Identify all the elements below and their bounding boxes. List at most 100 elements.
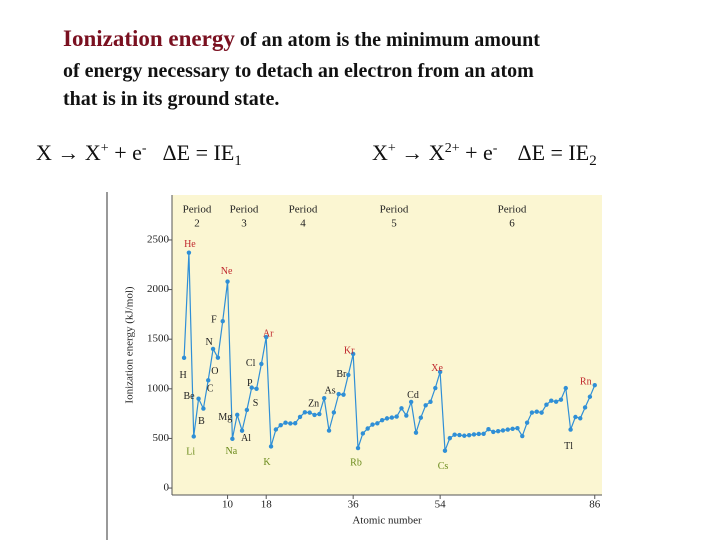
data-point [346,372,351,378]
data-point [433,385,438,391]
data-point [582,405,588,410]
period-label: Period [380,204,409,216]
data-point [360,431,366,436]
data-point [418,415,424,420]
data-point [476,431,481,437]
data-point [370,422,375,427]
data-point [331,410,337,415]
data-point [520,433,525,439]
data-point [186,250,192,255]
y-tick-label: 0 [164,482,170,494]
data-point [408,399,414,405]
data-point [491,429,496,435]
data-point [524,420,530,425]
data-point [230,436,235,442]
data-point [293,421,298,426]
point-label: O [211,366,218,377]
data-point [428,399,433,405]
definition-line: of energy necessary to detach an electro… [63,60,534,82]
data-point [394,414,399,419]
data-point [568,427,573,432]
period-number: 4 [300,218,306,230]
data-point [384,416,390,421]
point-label: Al [241,433,251,444]
data-point [471,432,477,437]
data-point [317,411,322,417]
point-label: Na [226,446,238,457]
period-label: Period [230,204,259,216]
point-label: Cs [438,461,449,472]
data-point [239,428,245,433]
eq-part: ΔE = IE [517,140,590,165]
data-point [336,391,341,397]
point-label: Be [183,391,195,402]
data-point [515,426,520,431]
eq-part: ΔE = IE [162,140,235,165]
eq-sup: - [141,141,147,156]
point-label: Br [336,369,347,380]
data-point [495,428,501,434]
data-point [326,428,332,433]
x-tick-label: 18 [261,499,273,511]
data-point [587,394,593,399]
data-point [210,346,216,352]
data-point [283,420,288,425]
period-number: 2 [194,218,200,230]
data-point [297,414,303,420]
data-point [235,412,240,418]
point-label: Cd [407,390,419,401]
data-point [302,410,308,415]
y-tick-label: 2000 [147,283,170,295]
data-point [553,399,559,404]
eq-part: X → X [36,140,101,165]
point-label: As [325,385,336,396]
data-point [389,415,395,420]
data-point [510,426,515,432]
y-tick-label: 1500 [147,333,170,345]
data-point [529,410,535,415]
period-label: Period [289,204,318,216]
data-point [573,414,578,420]
data-point [399,406,404,411]
eq-sub: 1 [234,153,242,169]
data-point [413,430,419,435]
eq-sub: 2 [589,153,597,169]
period-number: 6 [509,218,515,230]
period-label: Period [498,204,527,216]
point-label: Li [186,447,195,458]
point-label: P [247,378,253,389]
data-point [447,435,453,441]
data-point [355,445,361,451]
data-point [225,279,230,284]
data-point [592,382,597,388]
point-label: Ar [263,328,274,339]
data-point [466,432,472,438]
point-label: N [205,337,212,348]
data-point [273,427,279,432]
point-label: Cl [246,358,256,369]
text: of an atom is the minimum amount [239,29,540,51]
eq-part: X [372,140,388,165]
data-point [288,421,293,426]
data-point [220,319,225,324]
data-point [196,396,201,401]
data-point [215,355,221,360]
y-tick-label: 2500 [147,233,170,245]
point-label: K [263,457,271,468]
x-tick-label: 10 [222,499,234,511]
point-label: Xe [431,363,443,374]
point-label: B [198,416,205,427]
point-label: Ne [221,266,233,277]
term: Ionization energy [63,26,235,51]
data-point [181,355,187,361]
equation: X → X+ + e- ΔE = IE1 [36,140,242,170]
data-point [201,406,206,411]
data-point [268,444,274,449]
x-tick-label: 54 [435,499,447,511]
definition-line: that is in its ground state. [63,88,280,110]
point-label: Rb [350,457,362,468]
eq-part: + e [108,140,142,165]
data-point [321,395,327,401]
point-label: He [184,239,196,250]
